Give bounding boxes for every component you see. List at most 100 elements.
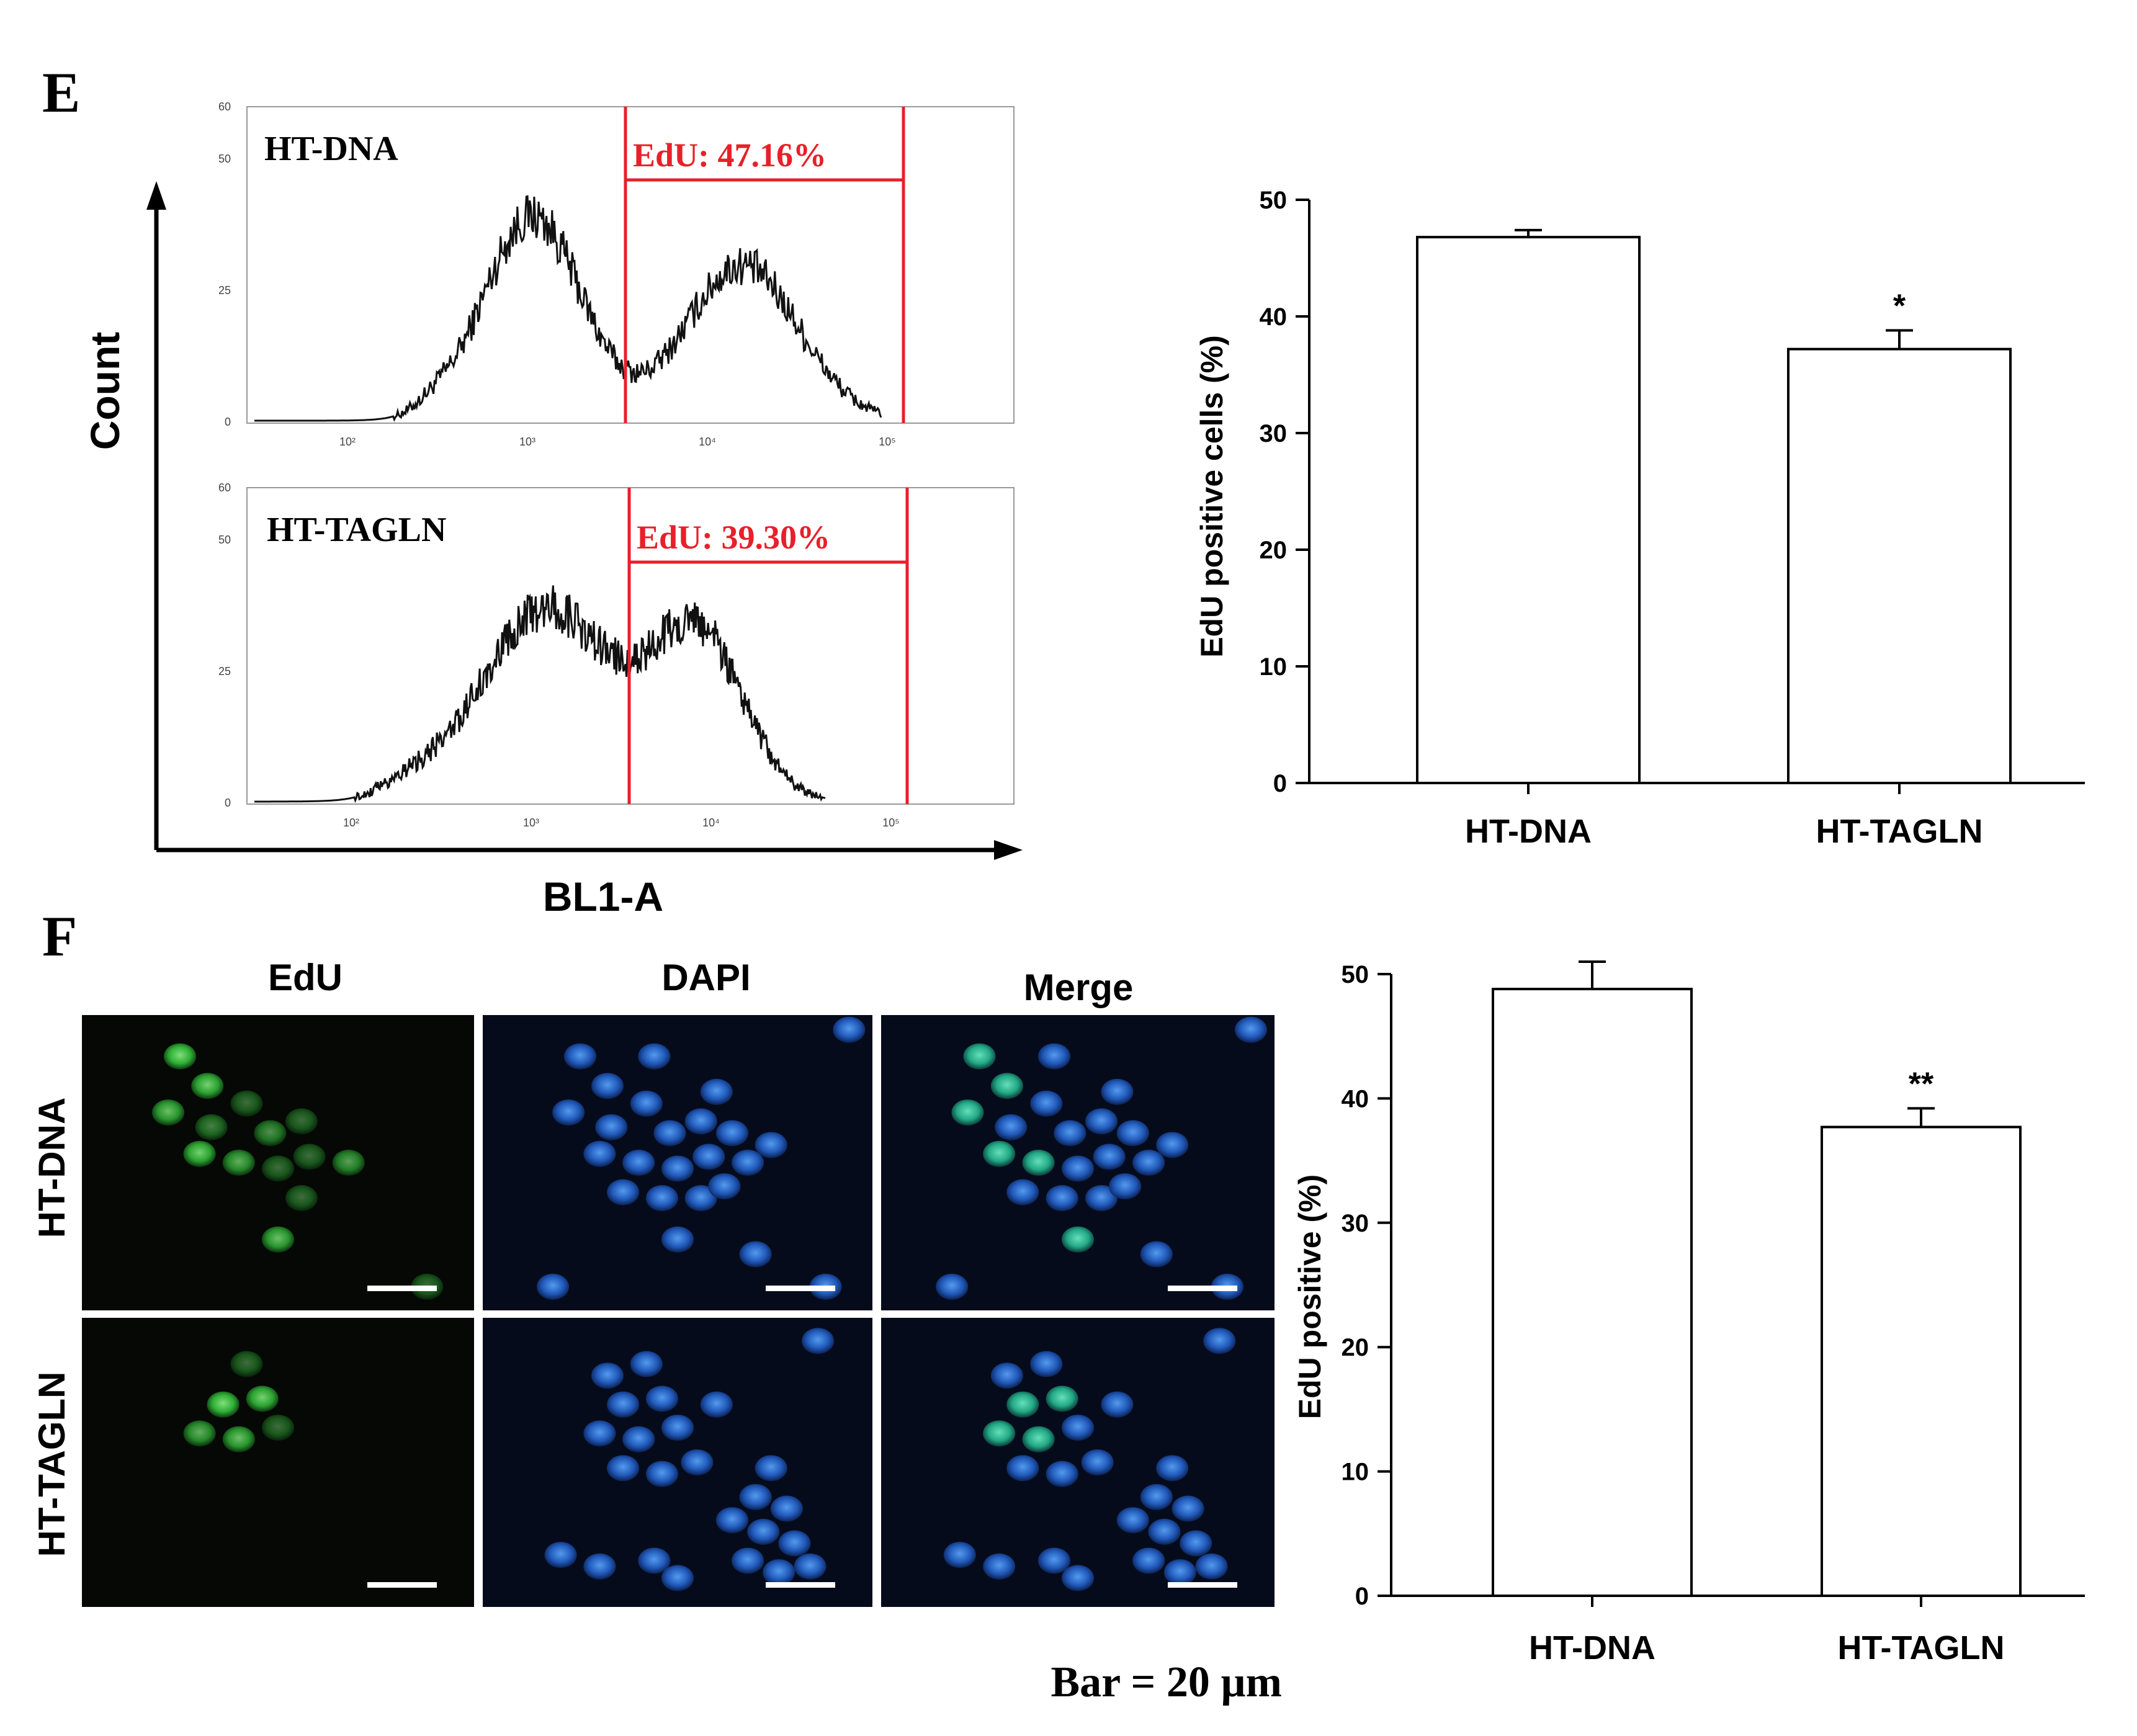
y-tick-label: 10 [1260, 653, 1288, 681]
nucleus [622, 1426, 655, 1452]
x-tick-label: 10² [339, 436, 356, 448]
micrograph-ht-tagln-merge [881, 1318, 1275, 1607]
nucleus [607, 1455, 640, 1482]
significance-marker: ** [1909, 1066, 1934, 1102]
nucleus [963, 1043, 996, 1070]
nucleus [1046, 1461, 1078, 1487]
y-tick-label: 30 [1260, 420, 1288, 447]
scale-bar [1168, 1582, 1237, 1588]
nucleus [183, 1140, 216, 1167]
nucleus [1163, 1559, 1196, 1586]
y-tick-label: 40 [1260, 303, 1288, 331]
nucleus [684, 1108, 717, 1135]
nucleus [763, 1559, 795, 1586]
nucleus [661, 1565, 694, 1591]
nucleus [1093, 1143, 1126, 1170]
nucleus [1109, 1173, 1142, 1200]
nucleus [1203, 1328, 1236, 1354]
nucleus [1081, 1449, 1114, 1475]
nucleus [1022, 1150, 1055, 1176]
scale-bar [367, 1286, 437, 1291]
nucleus [700, 1078, 733, 1105]
nucleus [638, 1043, 671, 1070]
nucleus [645, 1185, 678, 1212]
nucleus [1132, 1547, 1165, 1574]
histogram-trace [254, 195, 882, 422]
panel-label-f: F [42, 905, 77, 968]
micrograph-ht-tagln-dapi [483, 1318, 872, 1607]
edu-gate: EdU: 39.30% [627, 488, 909, 804]
scale-bar [766, 1582, 835, 1588]
nucleus [1101, 1391, 1134, 1418]
x-tick-label: 10³ [519, 436, 535, 448]
scale-bar [766, 1286, 835, 1291]
microscopy-grid: EdU DAPI Merge HT-DNA HT-TAGLN Bar = 20 … [31, 957, 1282, 1706]
nucleus [943, 1542, 976, 1568]
nucleus [755, 1132, 787, 1158]
y-tick-label: 40 [1342, 1085, 1369, 1112]
y-axis-label: EdU positive cells (%) [1194, 335, 1229, 658]
nucleus [700, 1391, 733, 1418]
y-tick-label: 30 [1342, 1210, 1369, 1237]
nucleus [1101, 1078, 1134, 1105]
nucleus [802, 1328, 835, 1354]
flow-y-axis-label: Count [82, 332, 128, 450]
y-tick-label: 20 [1260, 537, 1288, 564]
micrograph-ht-dna-dapi [483, 1015, 872, 1310]
nucleus [951, 1099, 984, 1126]
nucleus [936, 1273, 969, 1300]
bar [1787, 347, 2012, 784]
nucleus [1116, 1120, 1149, 1147]
row-label-ht-tagln: HT-TAGLN [31, 1372, 73, 1557]
nucleus [285, 1185, 318, 1212]
nucleus [630, 1351, 663, 1377]
gate-label: EdU: 39.30% [637, 519, 830, 556]
nucleus [1006, 1179, 1039, 1206]
nucleus [1140, 1241, 1173, 1268]
column-label-merge: Merge [1024, 967, 1134, 1008]
nucleus [995, 1114, 1028, 1140]
category-label: HT-TAGLN [1838, 1629, 2005, 1667]
bar [1492, 988, 1693, 1597]
nucleus [1062, 1565, 1094, 1591]
y-tick-label: 20 [1342, 1334, 1369, 1361]
nucleus [1022, 1426, 1055, 1452]
nucleus [739, 1483, 772, 1510]
nucleus [1006, 1455, 1039, 1482]
nucleus [990, 1362, 1023, 1389]
nucleus [1156, 1455, 1189, 1482]
row-label-ht-dna: HT-DNA [31, 1098, 73, 1238]
y-tick-label: 25 [218, 665, 231, 678]
nucleus [755, 1455, 787, 1482]
nucleus [1085, 1185, 1118, 1212]
micrograph-ht-tagln-edu [82, 1318, 474, 1607]
nucleus [645, 1385, 678, 1412]
nucleus [262, 1226, 294, 1253]
y-tick-label: 60 [218, 101, 231, 113]
y-tick-label: 50 [1260, 187, 1288, 214]
y-ticks: 0 10 20 30 40 50 [1342, 961, 1391, 1610]
nucleus [262, 1155, 294, 1182]
bars: HT-DNA HT-TAGLN * [1416, 228, 2012, 850]
nucleus [1006, 1391, 1039, 1418]
nucleus [1030, 1351, 1063, 1377]
column-label-dapi: DAPI [661, 957, 750, 998]
flow-x-arrow-icon [994, 840, 1023, 860]
nucleus [1030, 1090, 1063, 1117]
nucleus [332, 1150, 365, 1176]
nucleus [595, 1114, 628, 1140]
nucleus [552, 1099, 585, 1126]
nucleus [164, 1043, 196, 1070]
category-label: HT-TAGLN [1816, 813, 1983, 850]
category-label: HT-DNA [1529, 1629, 1655, 1667]
nucleus [1172, 1495, 1204, 1522]
nucleus [1234, 1016, 1267, 1043]
nucleus [681, 1449, 714, 1475]
nucleus [583, 1420, 616, 1447]
y-tick-label: 0 [225, 797, 231, 809]
micrograph-ht-dna-merge [881, 1015, 1275, 1310]
nucleus [990, 1073, 1023, 1099]
nucleus [1062, 1226, 1094, 1253]
x-tick-label: 10⁵ [882, 817, 899, 829]
